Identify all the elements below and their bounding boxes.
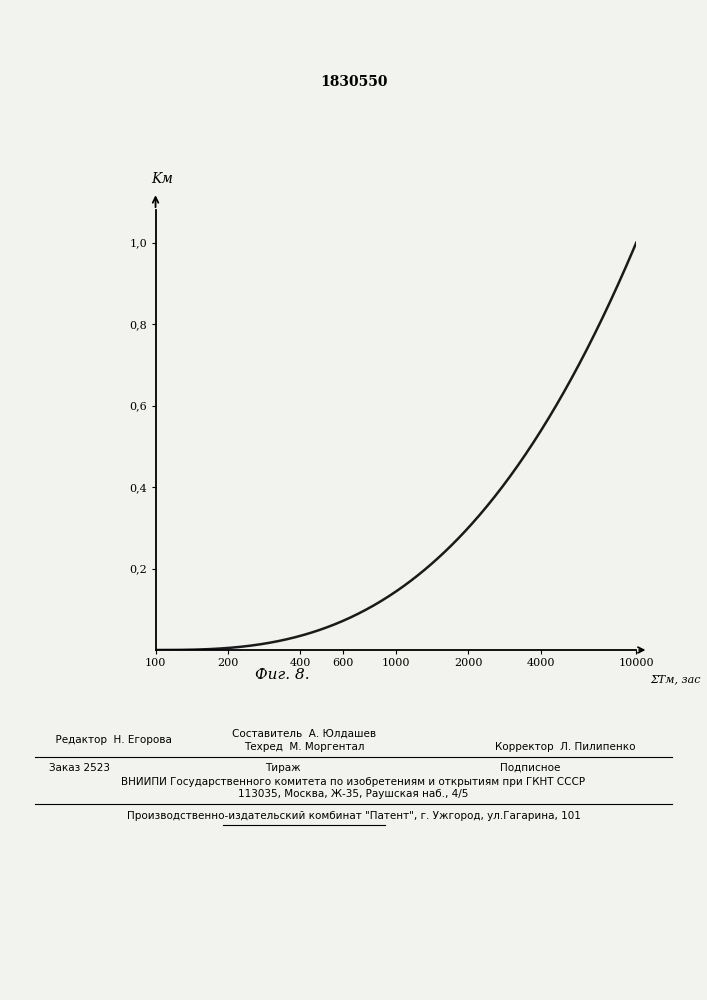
Text: Составитель  А. Юлдашев: Составитель А. Юлдашев: [232, 729, 376, 739]
Text: Kм: Kм: [151, 172, 173, 186]
Text: Техред  М. Моргентал: Техред М. Моргентал: [244, 742, 364, 752]
Text: Подписное: Подписное: [500, 763, 561, 773]
Text: Производственно-издательский комбинат "Патент", г. Ужгород, ул.Гагарина, 101: Производственно-издательский комбинат "П…: [127, 811, 580, 821]
Text: ΣTм, зас: ΣTм, зас: [650, 674, 701, 684]
Text: ВНИИПИ Государственного комитета по изобретениям и открытиям при ГКНТ СССР: ВНИИПИ Государственного комитета по изоб…: [122, 777, 585, 787]
Text: 1830550: 1830550: [320, 75, 387, 89]
Text: Фиг. 8.: Фиг. 8.: [255, 668, 310, 682]
Text: 113035, Москва, Ж-35, Раушская наб., 4/5: 113035, Москва, Ж-35, Раушская наб., 4/5: [238, 789, 469, 799]
Text: Заказ 2523: Заказ 2523: [49, 763, 110, 773]
Text: Редактор  Н. Егорова: Редактор Н. Егорова: [49, 735, 173, 745]
Text: Корректор  Л. Пилипенко: Корректор Л. Пилипенко: [496, 742, 636, 752]
Text: Тираж: Тираж: [265, 763, 300, 773]
